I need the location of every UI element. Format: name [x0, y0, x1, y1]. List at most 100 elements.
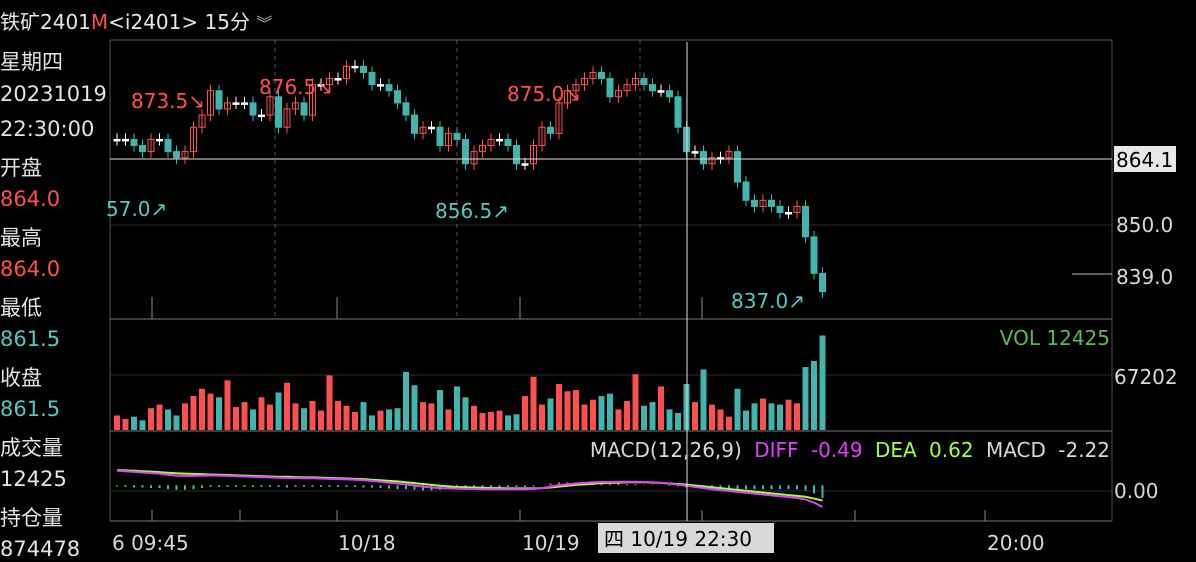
volume-bar [428, 403, 435, 430]
candle-body [470, 151, 478, 165]
instrument-header[interactable]: 铁矿2401M<i2401> 15分 ︾ [0, 6, 272, 35]
candle-body [666, 90, 673, 98]
low-annotation: 57.0↗ [106, 197, 167, 221]
candle-body [504, 138, 512, 147]
candle-body [147, 138, 155, 153]
main-contract-marker: M [90, 10, 109, 34]
candle-body [173, 151, 180, 159]
chevron-down-icon[interactable]: ︾ [256, 14, 273, 33]
volume-bar [241, 402, 248, 430]
candle-body [249, 102, 257, 116]
candle-body [496, 138, 503, 142]
candle-body [130, 138, 138, 147]
macd-value-label: MACD [986, 438, 1046, 462]
volume-bar [751, 403, 758, 430]
volume-bar [513, 414, 520, 430]
candle-body [156, 138, 163, 142]
candle-body [479, 145, 486, 153]
volume-bar [743, 410, 749, 430]
candle-body [776, 205, 784, 213]
volume-bar [114, 415, 120, 430]
candle-body [385, 84, 393, 92]
candle-body [734, 151, 741, 183]
candle-body [581, 78, 588, 86]
volume-bars [114, 335, 826, 430]
volume-bar [658, 386, 664, 430]
close-value: 861.5 [0, 397, 61, 421]
candle-body [462, 138, 469, 165]
time-label: 10/19 [522, 531, 580, 555]
candle-body [521, 163, 529, 166]
candle-body [190, 126, 197, 153]
price-tick-label: 839.0 [1116, 265, 1173, 289]
candle-body [436, 126, 444, 147]
candle-body [785, 211, 792, 215]
symbol-name: 铁矿2401 [0, 10, 91, 34]
cursor-time-label: 四 10/19 22:30 [604, 527, 752, 551]
volume-bar [777, 404, 783, 430]
volume-bar [811, 360, 817, 430]
open-interest-label: 持仓量 [0, 506, 63, 530]
volume-bar [632, 374, 639, 430]
volume-bar [649, 402, 656, 430]
volume-bar [624, 400, 630, 430]
volume-bar [309, 400, 316, 430]
candle-body [606, 78, 614, 98]
day-separators [274, 40, 641, 319]
high-annotation: 876.5↘ [259, 75, 333, 99]
volume-bar [564, 391, 571, 430]
volume-bar [173, 415, 180, 430]
volume-bar [666, 409, 673, 430]
volume-bar [717, 409, 724, 430]
volume-bar [360, 402, 367, 430]
candle-body [292, 102, 299, 110]
candle-body [419, 126, 427, 134]
volume-bar [352, 411, 358, 430]
open-label: 开盘 [0, 156, 42, 180]
candle-body [691, 151, 699, 154]
volume-bar [190, 396, 197, 430]
volume-bar [326, 375, 333, 430]
cursor-price-label: 864.1 [1116, 148, 1173, 172]
candle-body [207, 90, 214, 116]
candle-body [768, 199, 775, 207]
candle-body [122, 138, 129, 142]
volume-value: 12425 [0, 467, 67, 491]
candle-body [589, 71, 597, 80]
volume-bar [607, 393, 613, 430]
diff-value: -0.49 [811, 438, 863, 462]
volume-bar [301, 408, 307, 430]
candle-body [198, 114, 206, 128]
low-label: 最低 [0, 296, 42, 320]
candle-body [700, 151, 707, 165]
candle-body [751, 199, 758, 207]
volume-bar [462, 397, 469, 430]
candle-body [275, 96, 282, 128]
candle-body [708, 157, 716, 165]
volume-bar [233, 406, 239, 430]
close-label: 收盘 [0, 366, 42, 390]
volume-bar [335, 400, 341, 430]
candle-body [377, 84, 384, 87]
period-label[interactable]: 15分 [204, 10, 250, 34]
volume-bar [573, 390, 579, 430]
time-label: 10/18 [338, 531, 396, 555]
volume-bar [369, 415, 375, 430]
macd-label: MACD(12,26,9) [590, 438, 742, 462]
volume-bar [267, 404, 273, 430]
volume-bar [156, 404, 163, 430]
volume-bar [148, 408, 154, 430]
candle-body [674, 96, 682, 128]
volume-bar [726, 416, 732, 430]
volume-bar [377, 410, 384, 430]
volume-bar [556, 383, 562, 430]
candle-body [317, 84, 325, 87]
volume-bar [386, 409, 392, 430]
price-tick-label: 850.0 [1116, 213, 1173, 237]
volume-bar [768, 403, 775, 430]
volume-bar [802, 367, 809, 430]
candle-body [139, 145, 146, 153]
candle-body [232, 102, 240, 105]
candle-body [759, 199, 767, 207]
